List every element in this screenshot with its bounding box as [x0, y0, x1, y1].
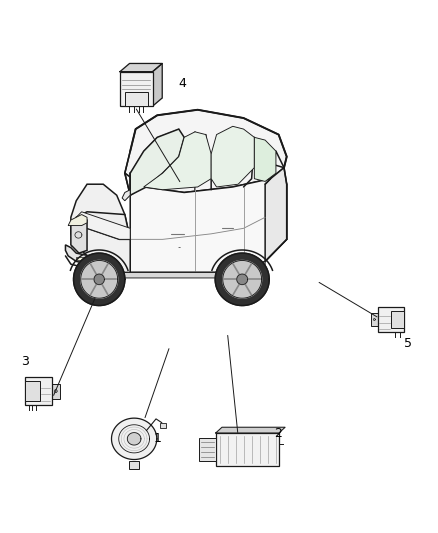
- Polygon shape: [112, 418, 157, 459]
- Polygon shape: [216, 427, 285, 433]
- Text: 1: 1: [154, 432, 162, 446]
- Polygon shape: [71, 217, 87, 253]
- Polygon shape: [125, 110, 287, 192]
- Polygon shape: [265, 168, 287, 261]
- Text: 2: 2: [274, 427, 282, 440]
- FancyBboxPatch shape: [125, 92, 148, 106]
- Polygon shape: [74, 253, 125, 305]
- FancyBboxPatch shape: [130, 63, 162, 98]
- Text: 3: 3: [21, 356, 29, 368]
- FancyBboxPatch shape: [160, 423, 166, 428]
- FancyBboxPatch shape: [52, 384, 60, 399]
- Polygon shape: [254, 138, 276, 181]
- Polygon shape: [211, 126, 254, 187]
- Polygon shape: [223, 261, 261, 298]
- Polygon shape: [65, 245, 103, 264]
- Polygon shape: [94, 274, 104, 285]
- FancyBboxPatch shape: [129, 461, 139, 469]
- Polygon shape: [130, 129, 184, 195]
- FancyBboxPatch shape: [371, 313, 378, 326]
- Text: 4: 4: [178, 77, 186, 90]
- Polygon shape: [125, 173, 287, 272]
- Polygon shape: [215, 253, 269, 305]
- Polygon shape: [237, 274, 247, 285]
- FancyBboxPatch shape: [25, 377, 52, 405]
- FancyBboxPatch shape: [199, 438, 216, 461]
- Polygon shape: [68, 215, 87, 225]
- Polygon shape: [76, 212, 130, 239]
- FancyBboxPatch shape: [391, 311, 404, 328]
- Polygon shape: [144, 132, 211, 190]
- Polygon shape: [71, 184, 130, 272]
- Polygon shape: [120, 63, 162, 71]
- FancyBboxPatch shape: [378, 307, 404, 332]
- Polygon shape: [76, 212, 130, 239]
- Polygon shape: [103, 261, 265, 278]
- Polygon shape: [81, 261, 118, 298]
- Polygon shape: [127, 433, 141, 445]
- FancyBboxPatch shape: [120, 71, 152, 106]
- Polygon shape: [122, 190, 130, 201]
- Polygon shape: [152, 63, 162, 106]
- Polygon shape: [76, 257, 87, 260]
- Text: 5: 5: [404, 337, 412, 350]
- FancyBboxPatch shape: [216, 433, 279, 466]
- FancyBboxPatch shape: [25, 382, 40, 401]
